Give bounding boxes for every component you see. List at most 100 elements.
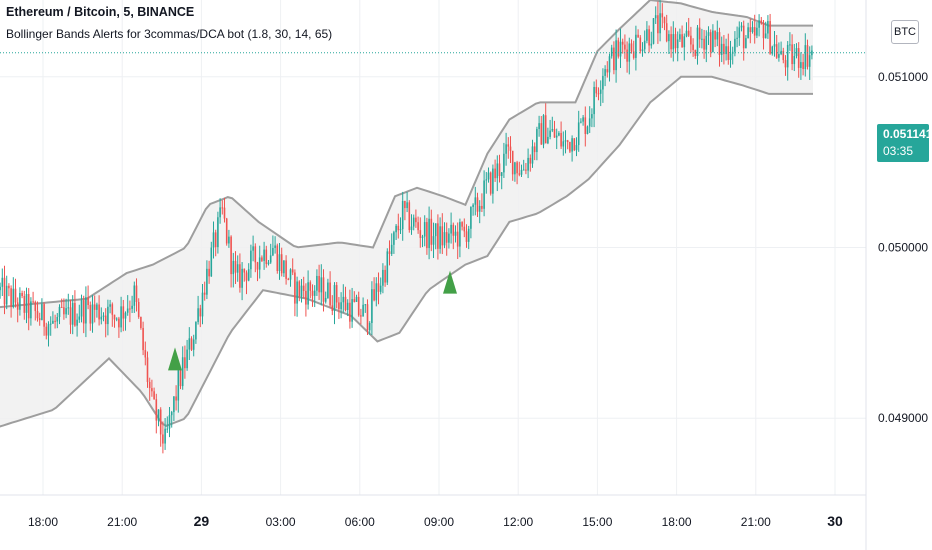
candle-body xyxy=(626,49,628,62)
candle-body xyxy=(639,37,642,52)
candle-body xyxy=(780,50,782,55)
candle-body xyxy=(604,69,606,76)
candle-body xyxy=(782,50,785,61)
candle-body xyxy=(157,409,160,421)
candle-body xyxy=(168,415,171,429)
candle-body xyxy=(529,157,532,164)
candle-body xyxy=(560,132,562,147)
candle-body xyxy=(445,232,448,243)
candle-body xyxy=(104,315,107,325)
currency-badge[interactable]: BTC xyxy=(891,20,919,44)
candle-body xyxy=(720,43,723,55)
candle-body xyxy=(318,275,320,293)
candle-body xyxy=(727,46,730,60)
candle-body xyxy=(41,304,43,321)
price-axis[interactable]: 0.051000 0.050000 0.049000 xyxy=(878,70,928,425)
time-tick-label: 12:00 xyxy=(503,515,533,529)
candle-body xyxy=(417,222,419,231)
candle-body xyxy=(804,45,807,70)
candle-body xyxy=(256,262,259,270)
candle-body xyxy=(762,23,765,39)
candle-body xyxy=(331,305,334,312)
candle-body xyxy=(261,257,263,261)
time-axis[interactable]: 18:00 21:00 29 03:00 06:00 09:00 12:00 15:00 18:… xyxy=(28,513,843,529)
candle-body xyxy=(210,247,213,277)
candle-body xyxy=(386,251,389,283)
candle-body xyxy=(151,388,153,392)
candle-body xyxy=(120,306,122,328)
candle-body xyxy=(91,304,94,324)
candle-body xyxy=(481,205,483,209)
chart-legend: Ethereum / Bitcoin, 5, BINANCE Bollinger… xyxy=(6,0,332,44)
candle-body xyxy=(791,44,793,65)
candle-body xyxy=(320,277,323,293)
candle-body xyxy=(302,285,305,291)
candle-body xyxy=(373,289,375,301)
last-price-value: 0.051141 xyxy=(883,127,932,141)
candle-body xyxy=(456,231,459,247)
candle-body xyxy=(10,288,12,307)
candle-body xyxy=(175,396,177,401)
candle-body xyxy=(619,41,622,57)
candle-body xyxy=(661,13,664,18)
candle-body xyxy=(395,225,397,233)
time-tick-label: 29 xyxy=(194,513,210,529)
candle-body xyxy=(340,302,342,310)
candle-body xyxy=(133,285,136,306)
candle-body xyxy=(591,114,593,119)
candle-body xyxy=(208,268,210,277)
candle-body xyxy=(729,53,732,60)
candle-body xyxy=(426,222,428,249)
candle-body xyxy=(663,17,666,24)
candle-body xyxy=(553,128,556,138)
candle-body xyxy=(674,34,677,49)
candlestick-series xyxy=(0,0,813,454)
candle-body xyxy=(63,307,65,315)
candle-body xyxy=(357,296,360,316)
candle-body xyxy=(547,136,549,144)
candle-body xyxy=(437,223,439,249)
candle-body xyxy=(588,118,591,127)
candle-body xyxy=(38,318,41,321)
candle-body xyxy=(214,232,217,248)
candle-body xyxy=(184,357,186,369)
candle-body xyxy=(690,35,692,45)
candle-body xyxy=(93,304,96,310)
candle-body xyxy=(397,225,400,231)
signal-markers xyxy=(168,270,457,371)
candle-body xyxy=(487,172,490,180)
candle-body xyxy=(324,297,327,302)
candle-body xyxy=(505,144,507,154)
candle-body xyxy=(800,62,802,68)
candle-body xyxy=(221,207,224,209)
candle-body xyxy=(164,428,166,444)
candle-body xyxy=(329,282,331,306)
candle-body xyxy=(285,260,287,279)
candle-body xyxy=(503,153,505,173)
candle-body xyxy=(569,141,571,152)
candle-body xyxy=(298,281,301,297)
candle-body xyxy=(450,224,452,234)
candle-body xyxy=(494,168,496,179)
candle-body xyxy=(322,277,325,302)
candle-body xyxy=(643,40,646,50)
candle-body xyxy=(756,27,758,36)
candle-body xyxy=(25,294,28,313)
candle-body xyxy=(8,285,10,289)
candle-body xyxy=(342,296,345,303)
candle-body xyxy=(351,299,353,322)
candle-body xyxy=(219,207,221,218)
candle-body xyxy=(452,224,455,236)
candle-body xyxy=(267,262,270,265)
candle-body xyxy=(657,15,659,34)
indicator-title[interactable]: Bollinger Bands Alerts for 3commas/DCA b… xyxy=(6,27,333,41)
bar-countdown: 03:35 xyxy=(883,144,914,158)
candle-body xyxy=(778,54,780,58)
candle-body xyxy=(432,236,435,245)
candle-body xyxy=(443,232,446,246)
time-tick-label: 21:00 xyxy=(107,515,137,529)
symbol-title[interactable]: Ethereum / Bitcoin, 5, BINANCE xyxy=(6,5,195,19)
buy-signal-marker xyxy=(168,347,182,371)
candle-body xyxy=(753,27,756,36)
